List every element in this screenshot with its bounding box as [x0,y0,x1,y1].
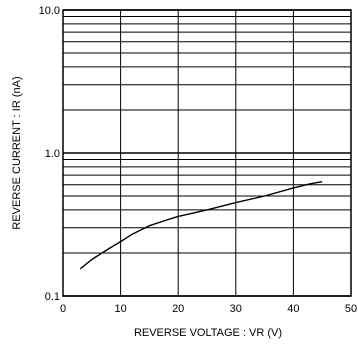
series-layer [79,181,323,270]
series-line [79,181,323,270]
x-tick-label: 50 [345,303,357,315]
x-tick-label: 20 [172,303,184,315]
x-tick-label: 40 [287,303,299,315]
y-tick-label: 1.0 [45,148,60,160]
tick-labels: 0 10 20 30 40 50 0.1 1.0 10.0 [39,5,358,315]
y-tick-label: 10.0 [39,5,60,17]
x-tick-label: 0 [60,303,66,315]
y-tick-label: 0.1 [45,291,60,303]
x-tick-label: 30 [230,303,242,315]
x-tick-label: 10 [114,303,126,315]
y-axis-label: REVERSE CURRENT : IR (nA) [11,76,23,229]
x-axis-label: REVERSE VOLTAGE : VR (V) [134,327,282,339]
plot-frame [62,9,352,297]
grid [62,9,352,297]
